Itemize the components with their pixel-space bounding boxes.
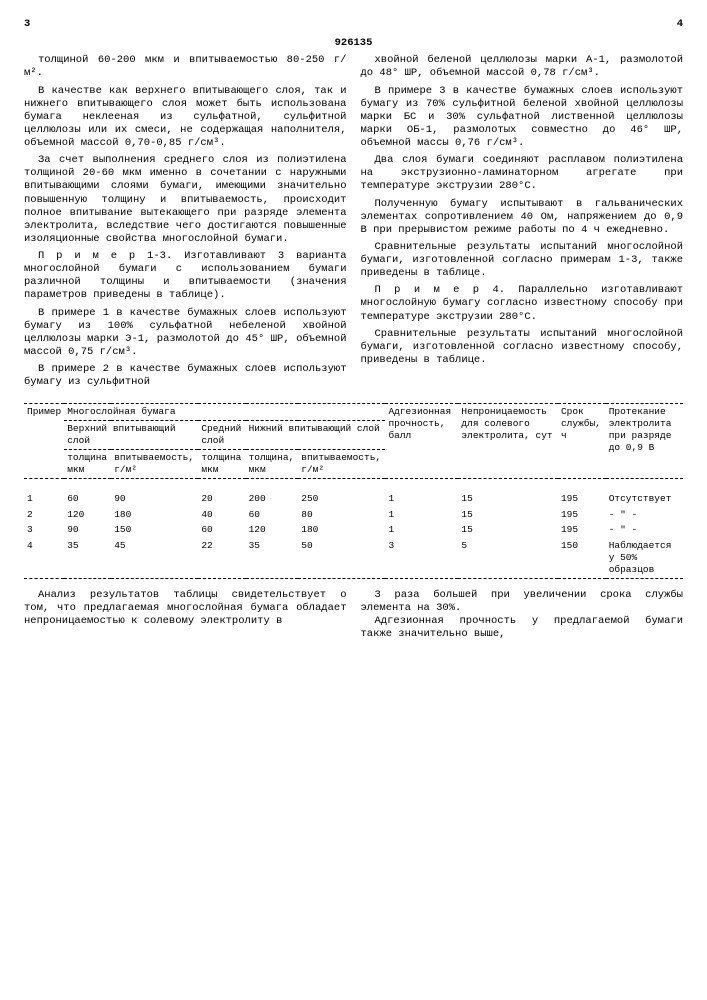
cell: 250	[298, 491, 385, 507]
col-header: Пример	[24, 404, 64, 478]
cell: 90	[111, 491, 198, 507]
col-subheader: толщина мкм	[64, 449, 111, 478]
cell: - " -	[606, 522, 683, 538]
cell: 150	[111, 522, 198, 538]
cell: 15	[458, 522, 558, 538]
para: В примере 2 в качестве бумажных слоев ис…	[24, 363, 347, 389]
left-column: толщиной 60-200 мкм и впитываемостью 80-…	[24, 54, 347, 393]
cell: 3	[24, 522, 64, 538]
para: Два слоя бумаги соединяют расплавом поли…	[361, 154, 684, 193]
para: хвойной беленой целлюлозы марки А-1, раз…	[361, 54, 684, 80]
para: толщиной 60-200 мкм и впитываемостью 80-…	[24, 54, 347, 80]
para: 3 раза большей при увеличении срока служ…	[361, 589, 684, 615]
para: Адгезионная прочность у предлагаемой бум…	[361, 615, 684, 641]
cell: 60	[64, 491, 111, 507]
cell: 195	[558, 522, 606, 538]
cell: 1	[24, 491, 64, 507]
col-header: Срок службы, ч	[558, 404, 606, 478]
left-page-num: 3	[24, 18, 30, 31]
cell: 80	[298, 507, 385, 523]
col-header: Многослойная бумага	[64, 404, 385, 421]
col-subheader: толщина мкм	[198, 449, 245, 478]
right-page-num: 4	[677, 18, 683, 31]
cell: 60	[246, 507, 299, 523]
col-header: Протекание электролита при разряде до 0,…	[606, 404, 683, 478]
table-row: 2 120 180 40 60 80 1 15 195 - " -	[24, 507, 683, 523]
cell: 1	[385, 507, 458, 523]
cell: 35	[64, 538, 111, 578]
cell: - " -	[606, 507, 683, 523]
cell: 195	[558, 507, 606, 523]
cell: 50	[298, 538, 385, 578]
footer-right: 3 раза большей при увеличении срока служ…	[361, 589, 684, 642]
cell: 180	[111, 507, 198, 523]
table-row: 4 35 45 22 35 50 3 5 150 Наблюдается у 5…	[24, 538, 683, 578]
doc-number: 926135	[24, 37, 683, 50]
para: За счет выполнения среднего слоя из поли…	[24, 154, 347, 246]
results-table: Пример Многослойная бумага Адгезионная п…	[24, 403, 683, 579]
para: В примере 1 в качестве бумажных слоев ис…	[24, 307, 347, 360]
col-header: Адгезионная прочность, балл	[385, 404, 458, 478]
cell: 4	[24, 538, 64, 578]
cell: 15	[458, 507, 558, 523]
cell: 1	[385, 522, 458, 538]
cell: 120	[246, 522, 299, 538]
cell: 150	[558, 538, 606, 578]
para: П р и м е р 4. Параллельно изготавливают…	[361, 284, 684, 323]
col-subheader: толщина, мкм	[246, 449, 299, 478]
cell: 40	[198, 507, 245, 523]
col-subheader: впитываемость, г/м²	[111, 449, 198, 478]
col-subheader: Средний слой	[198, 421, 245, 450]
footer-columns: Анализ результатов таблицы свидетельству…	[24, 589, 683, 642]
text-columns: толщиной 60-200 мкм и впитываемостью 80-…	[24, 54, 683, 393]
table-row: 3 90 150 60 120 180 1 15 195 - " -	[24, 522, 683, 538]
para: Сравнительные результаты испытаний много…	[361, 241, 684, 280]
right-column: хвойной беленой целлюлозы марки А-1, раз…	[361, 54, 684, 393]
cell: 35	[246, 538, 299, 578]
para: П р и м е р 1-3. Изготавливают 3 вариант…	[24, 250, 347, 303]
col-subheader: впитываемость, г/м²	[298, 449, 385, 478]
cell: 5	[458, 538, 558, 578]
cell: 90	[64, 522, 111, 538]
col-header: Непроницаемость для солевого электролита…	[458, 404, 558, 478]
cell: 15	[458, 491, 558, 507]
para: Полученную бумагу испытывают в гальванич…	[361, 198, 684, 237]
cell: 20	[198, 491, 245, 507]
footer-left: Анализ результатов таблицы свидетельству…	[24, 589, 347, 642]
col-subheader: Верхний впитывающий слой	[64, 421, 198, 450]
page-header: 3 4	[24, 18, 683, 31]
cell: Наблюдается у 50% образцов	[606, 538, 683, 578]
cell: 180	[298, 522, 385, 538]
para: В примере 3 в качестве бумажных слоев ис…	[361, 85, 684, 151]
para: В качестве как верхнего впитывающего сло…	[24, 85, 347, 151]
cell: 60	[198, 522, 245, 538]
cell: 3	[385, 538, 458, 578]
col-subheader: Нижний впитывающий слой	[246, 421, 386, 450]
para: Сравнительные результаты испытаний много…	[361, 328, 684, 367]
cell: 200	[246, 491, 299, 507]
cell: Отсутствует	[606, 491, 683, 507]
cell: 22	[198, 538, 245, 578]
cell: 195	[558, 491, 606, 507]
cell: 2	[24, 507, 64, 523]
table-row: 1 60 90 20 200 250 1 15 195 Отсутствует	[24, 491, 683, 507]
cell: 45	[111, 538, 198, 578]
cell: 120	[64, 507, 111, 523]
cell: 1	[385, 491, 458, 507]
para: Анализ результатов таблицы свидетельству…	[24, 589, 347, 628]
